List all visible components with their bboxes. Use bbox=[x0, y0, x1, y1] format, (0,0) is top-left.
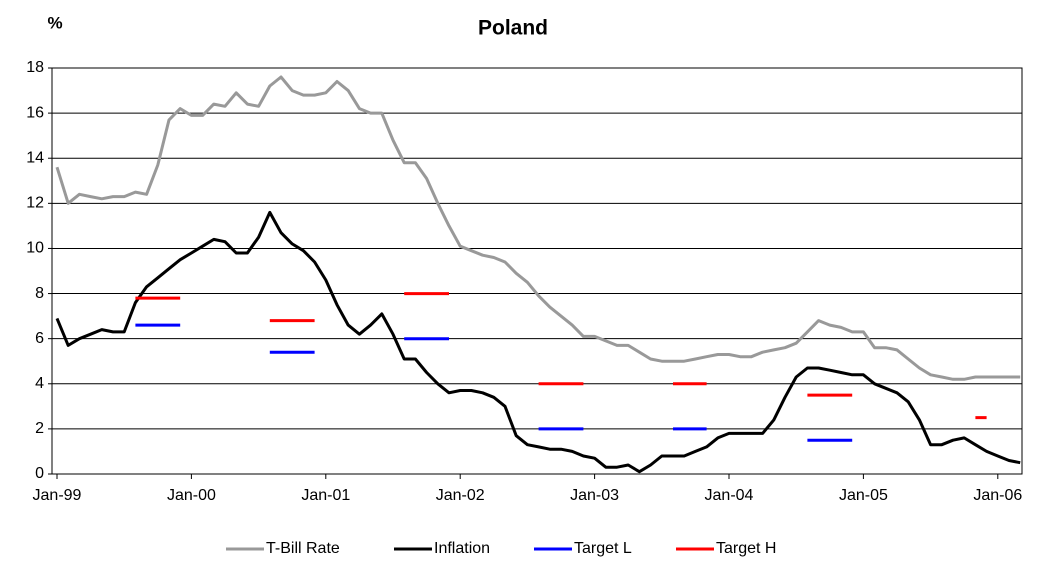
x-tick-label: Jan-03 bbox=[570, 487, 619, 504]
series-line bbox=[55, 75, 1021, 381]
y-tick-label: 16 bbox=[26, 104, 44, 121]
y-axis-label: % bbox=[47, 13, 62, 32]
legend-label: T-Bill Rate bbox=[266, 540, 340, 557]
chart-title: Poland bbox=[478, 17, 548, 40]
y-tick-label: 14 bbox=[26, 149, 44, 166]
series-line bbox=[135, 292, 987, 420]
x-tick-label: Jan-04 bbox=[705, 487, 754, 504]
y-tick-label: 6 bbox=[35, 330, 44, 347]
y-tick-label: 18 bbox=[26, 59, 44, 76]
plot-border bbox=[51, 67, 1023, 475]
y-tick-label: 0 bbox=[35, 465, 44, 482]
y-tick-label: 8 bbox=[35, 285, 44, 302]
series-line bbox=[135, 323, 853, 442]
x-tick-label: Jan-06 bbox=[973, 487, 1022, 504]
x-tick-label: Jan-02 bbox=[436, 487, 485, 504]
x-tick-label: Jan-01 bbox=[301, 487, 350, 504]
y-tick-label: 12 bbox=[26, 195, 44, 212]
x-tick-label: Jan-05 bbox=[839, 487, 888, 504]
legend-label: Inflation bbox=[434, 540, 490, 557]
y-tick-label: 10 bbox=[26, 240, 44, 257]
y-tick-label: 4 bbox=[35, 375, 44, 392]
legend-label: Target H bbox=[716, 540, 776, 557]
series-line bbox=[55, 210, 1021, 474]
x-tick-label: Jan-99 bbox=[33, 487, 82, 504]
x-tick-label: Jan-00 bbox=[167, 487, 216, 504]
y-tick-label: 2 bbox=[35, 420, 44, 437]
legend-label: Target L bbox=[574, 540, 632, 557]
